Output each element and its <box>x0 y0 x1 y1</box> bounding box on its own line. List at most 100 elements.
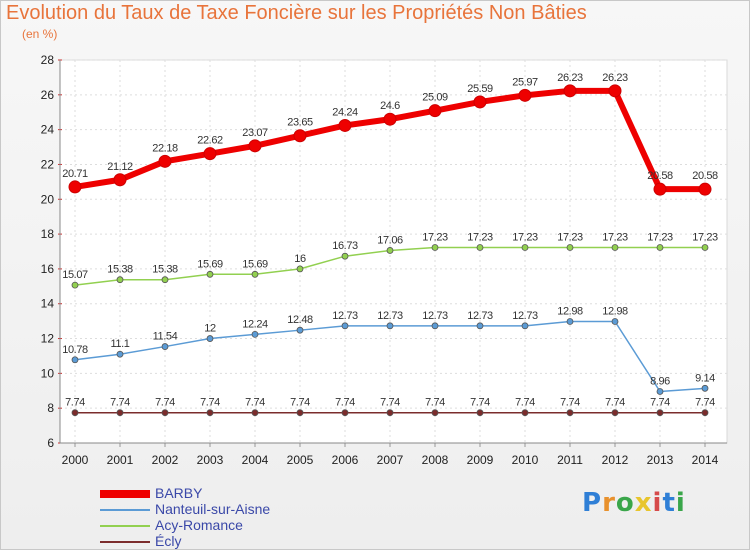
legend-label: BARBY <box>155 485 203 501</box>
data-label-3: 7.74 <box>425 397 445 409</box>
series-point-1 <box>611 318 619 325</box>
data-label-1: 12.24 <box>242 318 268 330</box>
series-point-3 <box>341 409 349 417</box>
series-point-0 <box>68 180 82 194</box>
series-point-1 <box>656 388 664 395</box>
series-point-3 <box>566 409 574 417</box>
data-label-1: 12.73 <box>377 310 403 322</box>
series-point-2 <box>566 244 574 251</box>
data-label-2: 15.07 <box>62 269 88 281</box>
x-tick-label: 2007 <box>377 453 404 467</box>
data-label-3: 7.74 <box>605 397 625 409</box>
x-tick-label: 2005 <box>287 453 314 467</box>
data-label-3: 7.74 <box>155 397 175 409</box>
y-tick-label: 18 <box>41 227 55 241</box>
y-tick-label: 14 <box>41 297 55 311</box>
data-label-1: 12.48 <box>287 314 313 326</box>
y-tick-label: 20 <box>41 192 55 206</box>
data-label-0: 23.07 <box>242 127 268 139</box>
series-point-0 <box>203 147 217 161</box>
logo-letter: o <box>615 488 635 518</box>
data-label-3: 7.74 <box>65 397 85 409</box>
series-point-0 <box>653 182 667 196</box>
y-tick-label: 24 <box>41 123 55 137</box>
series-point-3 <box>386 409 394 417</box>
data-label-2: 17.06 <box>377 234 403 246</box>
series-point-0 <box>428 104 442 118</box>
series-point-0 <box>608 84 622 98</box>
series-point-0 <box>248 139 262 153</box>
x-tick-label: 2009 <box>467 453 494 467</box>
data-label-0: 22.62 <box>197 135 223 147</box>
data-label-2: 17.23 <box>647 231 673 243</box>
x-tick-label: 2003 <box>197 453 224 467</box>
logo-letter: i <box>652 488 663 518</box>
series-point-1 <box>431 322 439 330</box>
y-tick-label: 6 <box>47 436 54 450</box>
data-label-2: 15.38 <box>107 264 133 276</box>
data-label-2: 17.23 <box>512 231 538 243</box>
series-point-3 <box>431 409 439 417</box>
data-label-2: 15.69 <box>242 258 268 270</box>
data-label-3: 7.74 <box>560 397 580 409</box>
data-label-3: 7.74 <box>470 397 490 409</box>
data-label-0: 21.12 <box>107 161 133 173</box>
series-point-3 <box>296 409 304 417</box>
data-label-1: 12.73 <box>332 310 358 322</box>
data-label-3: 7.74 <box>290 397 310 409</box>
series-point-2 <box>611 244 619 251</box>
x-tick-label: 2006 <box>332 453 359 467</box>
x-tick-label: 2008 <box>422 453 449 467</box>
data-label-3: 7.74 <box>200 397 220 409</box>
series-point-3 <box>71 409 79 417</box>
data-label-2: 17.23 <box>602 231 628 243</box>
x-tick-label: 2010 <box>512 453 539 467</box>
series-point-3 <box>656 409 664 417</box>
x-tick-label: 2001 <box>107 453 134 467</box>
series-point-1 <box>71 356 79 364</box>
series-point-2 <box>701 244 709 251</box>
legend-swatch <box>100 490 150 498</box>
logo-letter: P <box>582 488 603 518</box>
data-label-0: 26.23 <box>602 72 628 84</box>
series-point-2 <box>341 252 349 260</box>
data-label-3: 7.74 <box>335 397 355 409</box>
data-label-0: 23.65 <box>287 117 313 129</box>
series-point-2 <box>431 244 439 251</box>
data-label-2: 17.23 <box>422 231 448 243</box>
data-label-3: 7.74 <box>110 397 130 409</box>
proxiti-logo: Proxiti <box>582 488 686 518</box>
data-label-2: 16.73 <box>332 240 358 252</box>
data-label-1: 12.73 <box>467 310 493 322</box>
data-label-0: 25.97 <box>512 76 538 88</box>
x-tick-label: 2012 <box>602 453 629 467</box>
logo-letter: t <box>662 488 676 518</box>
x-tick-label: 2013 <box>647 453 674 467</box>
data-label-2: 16 <box>294 253 306 265</box>
logo-letter: r <box>602 488 616 518</box>
series-point-3 <box>161 409 169 417</box>
data-label-1: 12 <box>204 323 216 335</box>
data-label-0: 26.23 <box>557 72 583 84</box>
series-point-1 <box>341 322 349 330</box>
y-tick-label: 12 <box>41 332 55 346</box>
series-point-0 <box>293 129 307 143</box>
series-point-2 <box>71 281 79 289</box>
series-point-1 <box>161 343 169 350</box>
series-point-0 <box>473 95 487 109</box>
data-label-2: 17.23 <box>692 231 718 243</box>
y-tick-label: 16 <box>41 262 55 276</box>
series-point-2 <box>116 276 124 284</box>
data-label-0: 20.58 <box>692 170 718 182</box>
series-point-2 <box>476 244 484 251</box>
y-tick-label: 26 <box>41 88 55 102</box>
series-point-1 <box>566 318 574 325</box>
series-point-2 <box>251 270 259 278</box>
series-point-3 <box>206 409 214 417</box>
data-label-2: 17.23 <box>467 231 493 243</box>
x-tick-label: 2002 <box>152 453 179 467</box>
legend-swatch <box>100 541 150 543</box>
x-tick-label: 2000 <box>62 453 89 467</box>
series-point-1 <box>296 326 304 334</box>
legend-label: Écly <box>155 533 182 549</box>
